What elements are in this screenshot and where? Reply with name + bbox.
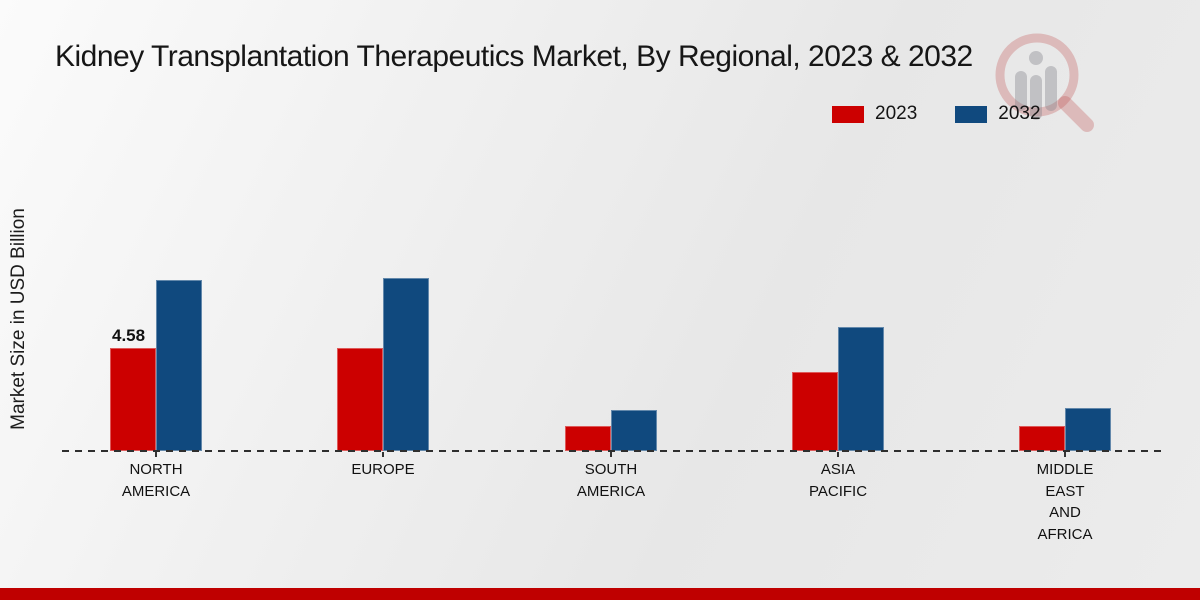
bar-2023-asia-pacific <box>792 372 838 451</box>
legend-swatch-2023-icon <box>832 105 864 123</box>
bottom-accent-strip <box>0 588 1200 600</box>
category-label-south-america: SOUTH AMERICA <box>576 461 646 500</box>
legend: 2023 2032 <box>832 103 1041 125</box>
legend-label-2032: 2032 <box>998 103 1041 124</box>
x-axis-dashed-baseline <box>62 450 1162 452</box>
x-axis-tick <box>382 452 384 457</box>
legend-item-2032: 2032 <box>955 103 1041 125</box>
bar-2023-south-america <box>565 426 611 451</box>
bar-2032-middle-east-and-africa <box>1065 408 1111 451</box>
x-axis-tick <box>837 452 839 457</box>
category-label-europe: EUROPE <box>351 461 415 478</box>
bar-2032-asia-pacific <box>838 327 884 451</box>
bar-2032-north-america <box>156 280 202 451</box>
chart-title: Kidney Transplantation Therapeutics Mark… <box>55 40 973 73</box>
bar-2023-europe <box>337 348 383 451</box>
category-label-asia-pacific: ASIA PACIFIC <box>808 461 868 500</box>
category-label-north-america: NORTH AMERICA <box>121 461 191 500</box>
legend-item-2023: 2023 <box>832 103 917 125</box>
x-axis-tick <box>1064 452 1066 457</box>
x-axis-tick <box>155 452 157 457</box>
legend-label-2023: 2023 <box>875 103 918 124</box>
magnifier-bar-chart-logo-icon <box>995 33 1094 132</box>
bar-value-label: 4.58 <box>112 326 146 345</box>
category-label-middle-east-and-africa: MIDDLE EAST AND AFRICA <box>1036 461 1094 543</box>
bar-2023-north-america <box>110 348 156 451</box>
x-axis-tick <box>610 452 612 457</box>
bar-2032-europe <box>383 278 429 451</box>
bar-2032-south-america <box>611 410 657 451</box>
legend-swatch-2032-icon <box>955 105 988 123</box>
bar-2023-middle-east-and-africa <box>1019 426 1065 451</box>
